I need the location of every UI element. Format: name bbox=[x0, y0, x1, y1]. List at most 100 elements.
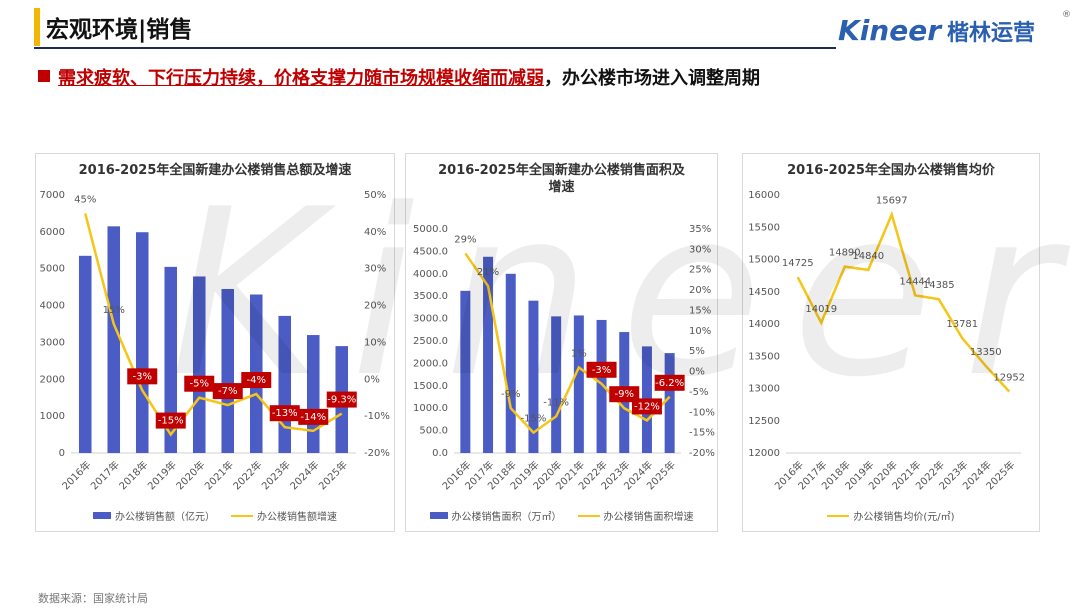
legend-item: 办公楼销售额增速 bbox=[231, 508, 337, 523]
legend: 办公楼销售额（亿元） 办公楼销售额增速 bbox=[36, 508, 394, 523]
bar bbox=[551, 316, 562, 453]
data-label: -14% bbox=[300, 412, 326, 423]
y-tick-label: 14000 bbox=[748, 319, 780, 330]
data-label: -15% bbox=[521, 414, 547, 425]
chart-title: 2016-2025年全国办公楼销售均价 bbox=[787, 163, 995, 178]
y-tick-label: 2000 bbox=[40, 374, 65, 385]
y2-tick-label: 30% bbox=[689, 244, 711, 255]
page-title: 宏观环境|销售 bbox=[46, 17, 193, 43]
y-tick-label: 15000 bbox=[748, 255, 780, 266]
legend-swatch bbox=[93, 512, 111, 519]
y2-tick-label: 50% bbox=[364, 190, 386, 201]
legend-item: 办公楼销售均价(元/㎡) bbox=[827, 508, 955, 523]
data-label: -9.3% bbox=[327, 395, 356, 406]
y2-tick-label: -20% bbox=[689, 448, 715, 459]
data-label: -12% bbox=[634, 401, 660, 412]
y2-tick-label: -10% bbox=[364, 411, 390, 422]
y-tick-label: 3000.0 bbox=[413, 314, 448, 325]
chart: 0.0 500.0 1000.0 1500.0 2000.0 2500.0 3000.0 35… bbox=[413, 224, 715, 492]
bar bbox=[505, 273, 516, 453]
y-tick-label: 500.0 bbox=[419, 426, 448, 437]
data-label: 45% bbox=[74, 194, 96, 205]
label-box bbox=[269, 405, 300, 422]
data-label: 29% bbox=[454, 234, 476, 245]
label-box bbox=[127, 368, 158, 385]
y2-tick-label: -15% bbox=[689, 428, 715, 439]
chart-panel: 0.0 500.0 1000.0 1500.0 2000.0 2500.0 3000.0 35… bbox=[405, 153, 718, 532]
label-box bbox=[212, 383, 243, 400]
y-tick-label: 13000 bbox=[748, 384, 780, 395]
y-tick-label: 3000 bbox=[40, 337, 65, 348]
y-tick-label: 4000 bbox=[40, 301, 65, 312]
x-tick-label: 2016年 bbox=[59, 458, 93, 492]
bar bbox=[135, 232, 149, 453]
bar bbox=[596, 319, 607, 453]
label-box bbox=[326, 391, 357, 408]
data-label: 15697 bbox=[876, 196, 908, 207]
bar bbox=[78, 255, 92, 453]
legend: 办公楼销售面积（万㎡） 办公楼销售面积增速 bbox=[406, 508, 717, 523]
header-rule bbox=[34, 47, 836, 49]
legend-item: 办公楼销售面积增速 bbox=[577, 508, 694, 523]
x-tick-label: 2021年 bbox=[202, 458, 236, 492]
y-tick-label: 6000 bbox=[40, 227, 65, 238]
y-tick-label: 7000 bbox=[40, 190, 65, 201]
bar bbox=[664, 353, 675, 453]
legend-label: 办公楼销售面积（万㎡） bbox=[451, 512, 562, 523]
data-label: 14385 bbox=[923, 280, 955, 291]
x-tick-label: 2022年 bbox=[230, 458, 264, 492]
headline-rest: ，办公楼市场进入调整周期 bbox=[544, 68, 760, 89]
legend-swatch bbox=[231, 514, 253, 517]
y-tick-label: 0 bbox=[59, 448, 65, 459]
chart-title: 2016-2025年全国新建办公楼销售总额及增速 bbox=[78, 163, 352, 178]
data-label: 1% bbox=[571, 348, 587, 359]
bar bbox=[573, 315, 584, 453]
bar bbox=[528, 300, 539, 453]
logo-text: Kineer bbox=[838, 14, 942, 47]
data-label: -9% bbox=[501, 389, 520, 400]
y-tick-label: 4500.0 bbox=[413, 246, 448, 257]
legend-swatch bbox=[577, 514, 600, 517]
y2-tick-label: 20% bbox=[364, 301, 386, 312]
legend-swatch bbox=[827, 514, 850, 517]
y-tick-label: 13500 bbox=[748, 351, 780, 362]
label-box bbox=[609, 386, 640, 403]
label-box bbox=[241, 372, 272, 389]
data-label: 15% bbox=[103, 305, 125, 316]
y2-tick-label: -10% bbox=[689, 407, 715, 418]
y2-tick-label: -20% bbox=[364, 448, 390, 459]
y-tick-label: 12500 bbox=[748, 416, 780, 427]
data-label: -13% bbox=[272, 408, 298, 419]
line bbox=[796, 210, 1011, 393]
legend-label: 办公楼销售额（亿元） bbox=[115, 512, 215, 523]
data-label: 13781 bbox=[946, 319, 978, 330]
registered: ® bbox=[1062, 10, 1071, 20]
data-label: 14725 bbox=[782, 258, 814, 269]
y-tick-label: 1000 bbox=[40, 411, 65, 422]
label-box bbox=[298, 408, 329, 425]
y-tick-label: 4000.0 bbox=[413, 269, 448, 280]
data-label: -15% bbox=[158, 416, 184, 427]
x-tick-label: 2023年 bbox=[259, 458, 293, 492]
y-tick-label: 15500 bbox=[748, 222, 780, 233]
legend: 办公楼销售均价(元/㎡) bbox=[743, 508, 1039, 523]
bar bbox=[460, 290, 471, 453]
y-tick-label: 14500 bbox=[748, 287, 780, 298]
data-label: 14019 bbox=[805, 304, 837, 315]
y2-tick-label: 10% bbox=[364, 337, 386, 348]
y2-tick-label: -5% bbox=[689, 387, 708, 398]
label-box bbox=[184, 375, 215, 392]
chart: 12000 12500 13000 13500 14000 14500 15000 15500… bbox=[748, 190, 1025, 492]
y-tick-label: 1500.0 bbox=[413, 381, 448, 392]
y-tick-label: 12000 bbox=[748, 448, 780, 459]
chart-panel: 12000 12500 13000 13500 14000 14500 15000 15500… bbox=[742, 153, 1040, 532]
data-label: -3% bbox=[592, 365, 611, 376]
data-label: 14444 bbox=[899, 276, 931, 287]
legend-label: 办公楼销售面积增速 bbox=[603, 512, 694, 523]
source: 数据来源：国家统计局 bbox=[38, 592, 148, 605]
logo: Kineer 楷林运营 bbox=[838, 14, 1035, 47]
data-label: -7% bbox=[218, 386, 237, 397]
data-label: 14890 bbox=[829, 248, 861, 259]
data-label: 12952 bbox=[993, 373, 1025, 384]
